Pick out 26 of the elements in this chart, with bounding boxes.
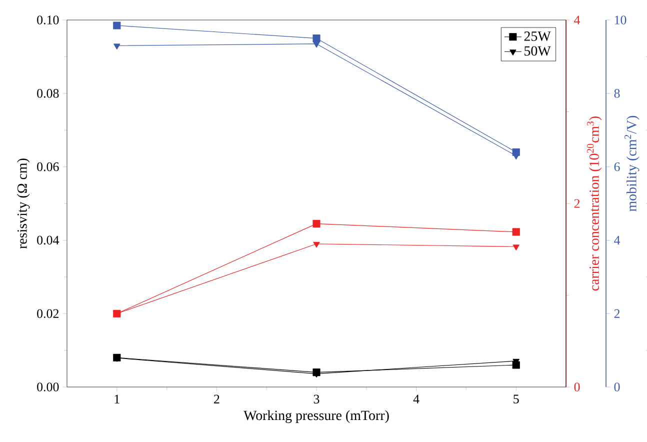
x-tick-label: 3 — [314, 394, 320, 404]
y3-axis-title: mobility (cm$^{2}$/V) — [624, 116, 640, 212]
y3-tick-label: 6 — [614, 162, 620, 172]
y-tick-label: 0.10 — [37, 16, 59, 24]
x-axis-title: Working pressure (mTorr) — [244, 410, 389, 424]
y2-tick-label: 0 — [574, 382, 580, 392]
y-tick-label: 0.06 — [37, 162, 59, 172]
x-tick-label: 4 — [413, 394, 420, 404]
y2-axis-title: carrier concentration (10$^{20}$cm$^{3}$) — [587, 116, 602, 291]
y3-tick-label: 0 — [614, 382, 620, 392]
legend-label: 50W — [524, 46, 551, 56]
y2-tick-label: 2 — [574, 199, 580, 208]
y-tick-label: 0.02 — [37, 309, 59, 318]
y-tick-label: 0.08 — [37, 89, 59, 98]
y3-tick-label: 10 — [614, 16, 626, 24]
y-tick-label: 0.04 — [37, 236, 60, 245]
x-tick-label: 1 — [114, 394, 120, 404]
y3-tick-label: 4 — [614, 236, 620, 244]
y3-tick-label: 8 — [614, 89, 620, 98]
y-tick-label: 0.00 — [37, 382, 59, 392]
y2-tick-label: 4 — [574, 16, 580, 24]
legend-label: 25W — [524, 32, 551, 41]
y3-tick-label: 2 — [614, 309, 620, 318]
y-axis-title: resisvity (Ω cm) — [17, 158, 30, 249]
x-tick-label: 5 — [514, 394, 519, 404]
x-tick-label: 2 — [214, 394, 220, 404]
